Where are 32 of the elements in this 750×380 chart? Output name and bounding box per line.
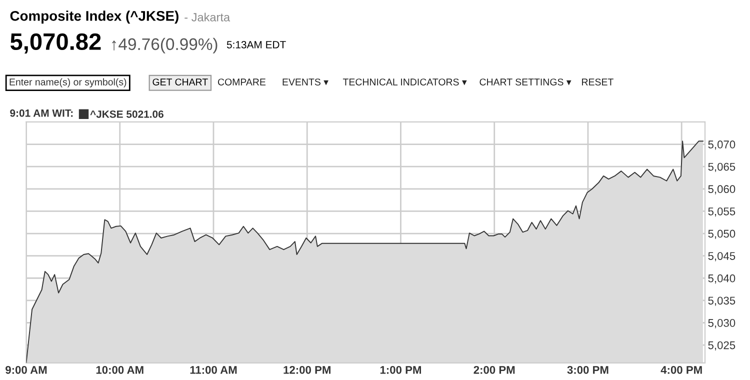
x-tick-label: 9:00 AM bbox=[6, 366, 47, 374]
text: COMPARE bbox=[218, 78, 266, 86]
y-tick-label: 5,065 bbox=[708, 162, 736, 172]
text: GET CHART bbox=[152, 78, 208, 86]
x-tick-label: 11:00 AM bbox=[190, 366, 237, 374]
text: EVENTS ▾ bbox=[282, 78, 328, 86]
y-tick-label: 5,040 bbox=[708, 274, 736, 284]
x-tick-label: 4:00 PM bbox=[660, 366, 702, 374]
y-tick-label: 5,055 bbox=[708, 207, 736, 217]
text: Enter name(s) or symbol(s) bbox=[10, 78, 126, 88]
chart-subtitle: - Jakarta bbox=[184, 12, 230, 22]
legend-label: ^JKSE 5021.06 bbox=[90, 110, 164, 118]
text: RESET bbox=[582, 78, 614, 86]
text: CHART SETTINGS ▾ bbox=[480, 78, 572, 86]
text: 5,070.82 bbox=[10, 33, 101, 54]
x-tick-label: 12:00 PM bbox=[284, 366, 330, 374]
y-tick-label: 5,060 bbox=[708, 185, 736, 194]
y-tick-label: 5,070 bbox=[708, 140, 736, 150]
text: 5:13AM EDT bbox=[226, 41, 286, 48]
x-tick-label: 2:00 PM bbox=[474, 366, 515, 374]
x-tick-label: 1:00 PM bbox=[380, 366, 421, 374]
text: TECHNICAL INDICATORS ▾ bbox=[342, 78, 467, 86]
y-tick-label: 5,050 bbox=[708, 230, 736, 239]
y-tick-label: 5,045 bbox=[708, 252, 736, 262]
x-tick-label: 10:00 AM bbox=[96, 366, 144, 374]
y-tick-label: 5,035 bbox=[708, 296, 736, 306]
chart-title: Composite Index (^JKSE) bbox=[10, 10, 178, 24]
text: ↑49.76(0.99%) bbox=[112, 38, 218, 54]
y-tick-label: 5,030 bbox=[708, 319, 736, 328]
legend-title: 9:01 AM WIT: bbox=[10, 109, 73, 117]
y-tick-label: 5,025 bbox=[708, 341, 736, 350]
x-tick-label: 3:00 PM bbox=[567, 366, 608, 374]
